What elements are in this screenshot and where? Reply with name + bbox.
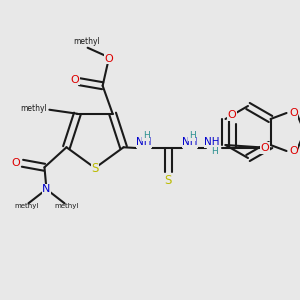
Text: methyl: methyl [14, 203, 39, 209]
Text: O: O [289, 108, 298, 118]
Text: S: S [91, 163, 99, 176]
Text: methyl: methyl [73, 37, 100, 46]
Text: O: O [70, 75, 79, 85]
Text: methyl: methyl [54, 203, 79, 209]
Text: O: O [289, 146, 298, 156]
Text: methyl: methyl [21, 104, 47, 113]
Text: N: N [42, 184, 51, 194]
Text: NH: NH [182, 137, 198, 147]
Text: NH: NH [204, 137, 220, 147]
Text: O: O [261, 143, 269, 153]
Text: H: H [142, 131, 149, 140]
Text: O: O [104, 54, 113, 64]
Text: H: H [189, 131, 195, 140]
Text: S: S [164, 173, 172, 187]
Text: O: O [11, 158, 20, 168]
Text: O: O [228, 110, 236, 120]
Text: H: H [211, 148, 218, 157]
Text: NH: NH [136, 137, 152, 147]
